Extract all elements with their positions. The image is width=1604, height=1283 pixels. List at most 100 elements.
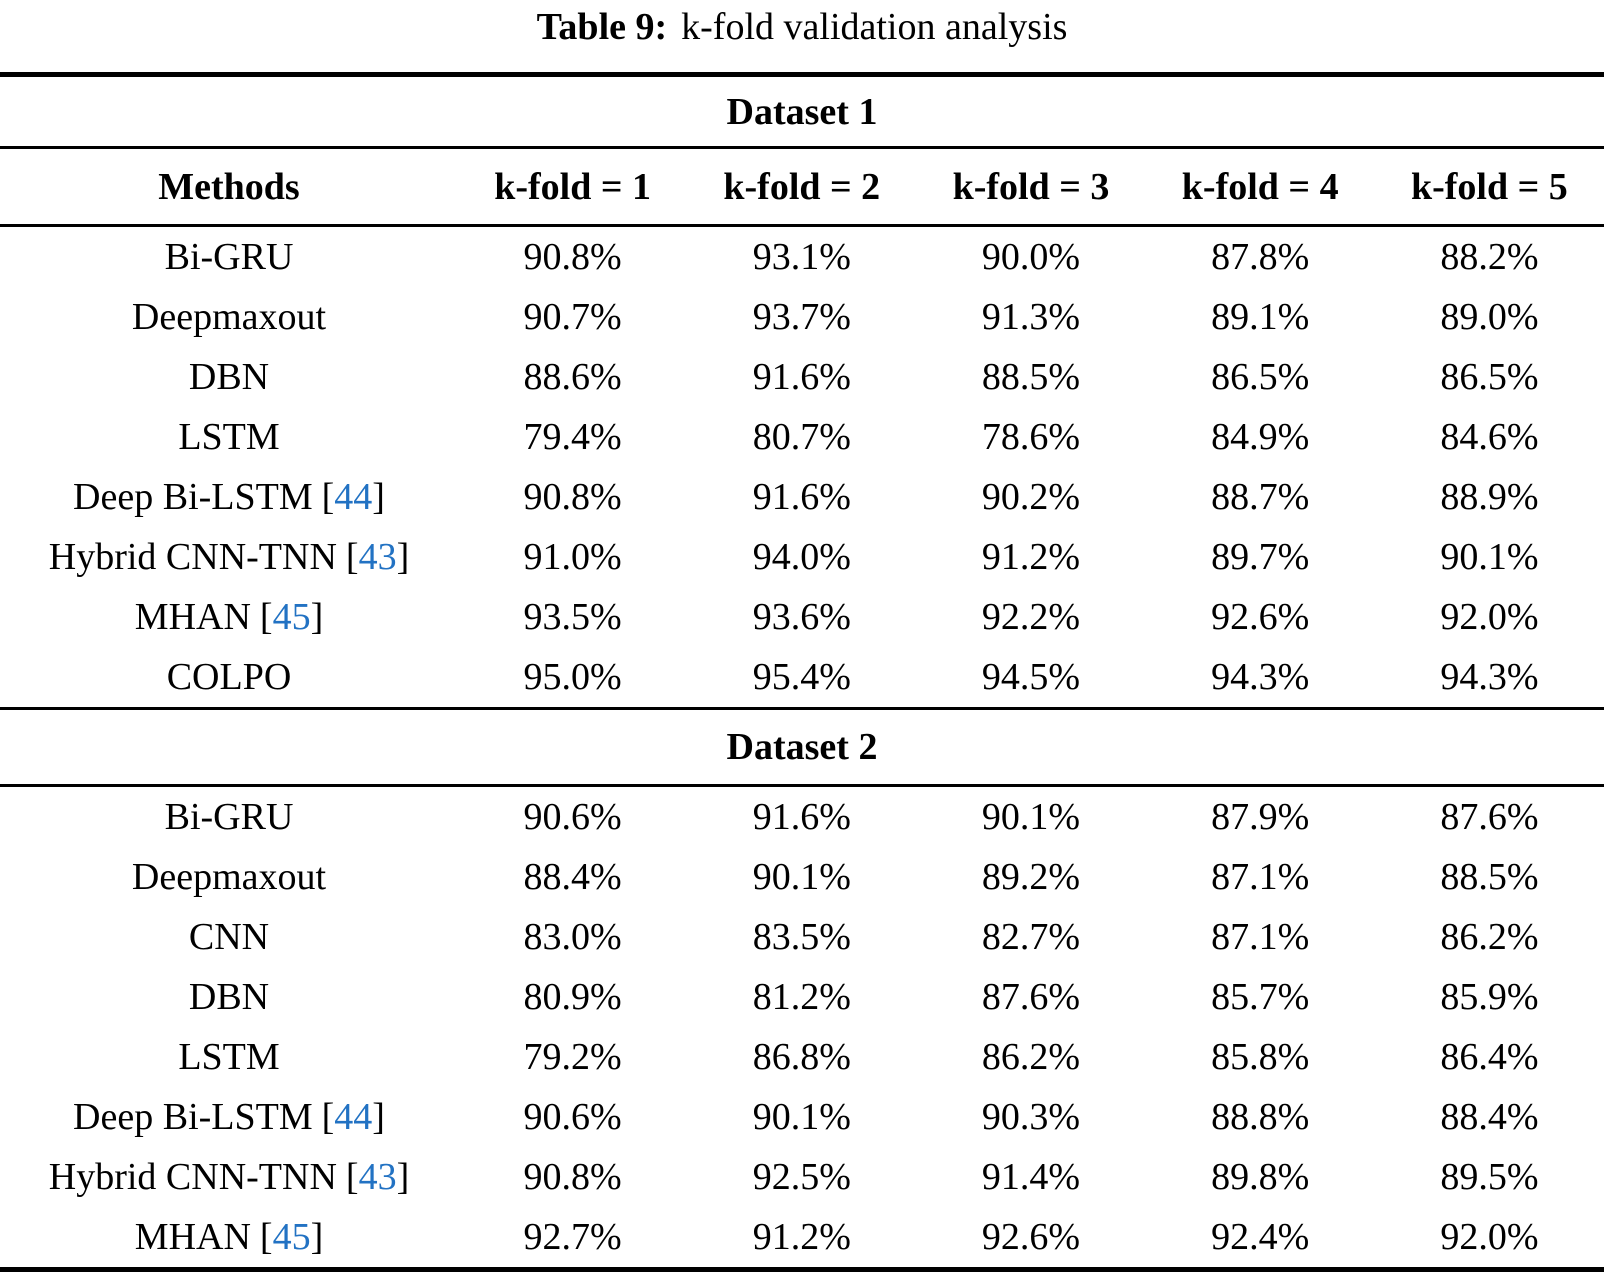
table-row: Deepmaxout 90.7% 93.7% 91.3% 89.1% 89.0% [0, 287, 1604, 347]
table-caption-text: k-fold validation analysis [681, 6, 1068, 48]
citation-number[interactable]: 44 [334, 476, 373, 518]
value-cell-kfold-3: 90.3% [981, 1096, 1081, 1138]
value-cell-kfold-2: 90.1% [752, 1096, 851, 1138]
value-cell-kfold-3: 78.6% [981, 416, 1081, 458]
method-cell: Deep Bi-LSTM [44] [0, 1087, 458, 1147]
top-rule [0, 72, 1604, 77]
method-cell: Deep Bi-LSTM [44] [0, 467, 458, 527]
value-cell-kfold-3: 91.3% [981, 296, 1081, 338]
method-cell: DBN [0, 967, 458, 1027]
value-cell-kfold-2: 94.0% [752, 536, 851, 578]
value-cell-kfold-2: 91.6% [752, 356, 851, 398]
value-cell-kfold-1: 79.4% [523, 416, 622, 458]
citation-number[interactable]: 45 [272, 1216, 311, 1258]
method-label: Bi-GRU [164, 796, 294, 838]
value-cell-kfold-2: 93.6% [752, 596, 851, 638]
method-label: DBN [188, 976, 270, 1018]
citation-link[interactable]: [43] [345, 1156, 410, 1198]
value-cell-kfold-5: 88.4% [1440, 1096, 1539, 1138]
citation-number[interactable]: 43 [358, 1156, 397, 1198]
citation-link[interactable]: [43] [345, 536, 410, 578]
method-label: Bi-GRU [164, 236, 294, 278]
method-label: Deepmaxout [131, 296, 327, 338]
method-cell: Deepmaxout [0, 287, 458, 347]
method-label: Hybrid CNN-TNN [48, 1156, 337, 1198]
value-cell-kfold-5: 89.0% [1440, 296, 1539, 338]
method-cell: Deepmaxout [0, 847, 458, 907]
citation-number[interactable]: 44 [334, 1096, 373, 1138]
value-cell-kfold-4: 87.1% [1211, 916, 1310, 958]
rule-below-header [0, 224, 1604, 227]
value-cell-kfold-1: 90.7% [523, 296, 622, 338]
column-header-row: Methods k-fold = 1 k-fold = 2 k-fold = 3 k-f… [0, 149, 1604, 224]
value-cell-kfold-5: 88.5% [1440, 856, 1539, 898]
value-cell-kfold-5: 89.5% [1440, 1156, 1539, 1198]
table-row: Hybrid CNN-TNN [43] 90.8% 92.5% 91.4% 89.8% 89… [0, 1147, 1604, 1207]
value-cell-kfold-4: 89.7% [1211, 536, 1310, 578]
value-cell-kfold-2: 83.5% [752, 916, 851, 958]
value-cell-kfold-4: 85.8% [1211, 1036, 1310, 1078]
method-cell: CNN [0, 907, 458, 967]
table-row: Bi-GRU 90.8% 93.1% 90.0% 87.8% 88.2% [0, 227, 1604, 287]
citation-link[interactable]: [45] [259, 1216, 324, 1258]
method-label: MHAN [134, 596, 251, 638]
value-cell-kfold-4: 86.5% [1211, 356, 1310, 398]
table-row: COLPO 95.0% 95.4% 94.5% 94.3% 94.3% [0, 647, 1604, 707]
value-cell-kfold-2: 95.4% [752, 656, 851, 698]
method-label: Deep Bi-LSTM [73, 1096, 313, 1138]
value-cell-kfold-4: 94.3% [1211, 656, 1310, 698]
rule-end-dataset1 [0, 707, 1604, 710]
value-cell-kfold-2: 90.1% [752, 856, 851, 898]
value-cell-kfold-4: 84.9% [1211, 416, 1310, 458]
method-label: Hybrid CNN-TNN [48, 536, 337, 578]
method-cell: Hybrid CNN-TNN [43] [0, 527, 458, 587]
value-cell-kfold-1: 90.6% [523, 1096, 622, 1138]
table-row: DBN 80.9% 81.2% 87.6% 85.7% 85.9% [0, 967, 1604, 1027]
value-cell-kfold-4: 92.4% [1211, 1216, 1310, 1258]
citation-link[interactable]: [44] [321, 476, 385, 518]
kfold-column-header-1: k-fold = 1 [494, 165, 651, 208]
value-cell-kfold-2: 93.7% [752, 296, 851, 338]
value-cell-kfold-4: 87.9% [1211, 796, 1310, 838]
table-row: Bi-GRU 90.6% 91.6% 90.1% 87.9% 87.6% [0, 787, 1604, 847]
citation-link[interactable]: [45] [259, 596, 324, 638]
method-cell: MHAN [45] [0, 1207, 458, 1267]
value-cell-kfold-3: 87.6% [981, 976, 1081, 1018]
value-cell-kfold-5: 85.9% [1440, 976, 1539, 1018]
table-row: LSTM 79.4% 80.7% 78.6% 84.9% 84.6% [0, 407, 1604, 467]
citation-link[interactable]: [44] [321, 1096, 385, 1138]
method-cell: LSTM [0, 407, 458, 467]
kfold-table: Dataset 1 Methods k-fold = 1 k-fold = 2 k-fo… [0, 77, 1604, 1272]
value-cell-kfold-5: 86.2% [1440, 916, 1539, 958]
citation-number[interactable]: 43 [358, 536, 397, 578]
value-cell-kfold-5: 86.4% [1440, 1036, 1539, 1078]
kfold-column-header-5: k-fold = 5 [1410, 165, 1568, 208]
kfold-column-header-3: k-fold = 3 [952, 165, 1110, 208]
value-cell-kfold-1: 80.9% [523, 976, 622, 1018]
value-cell-kfold-5: 88.2% [1440, 236, 1539, 278]
value-cell-kfold-3: 90.0% [981, 236, 1081, 278]
value-cell-kfold-2: 91.6% [752, 476, 851, 518]
method-cell: MHAN [45] [0, 587, 458, 647]
method-label: Deep Bi-LSTM [73, 476, 313, 518]
value-cell-kfold-4: 87.1% [1211, 856, 1310, 898]
method-cell: COLPO [0, 647, 458, 707]
value-cell-kfold-5: 90.1% [1440, 536, 1539, 578]
rule-below-dataset1-label [0, 146, 1604, 149]
value-cell-kfold-4: 92.6% [1211, 596, 1310, 638]
table-row: MHAN [45] 92.7% 91.2% 92.6% 92.4% 92.0% [0, 1207, 1604, 1267]
methods-column-header: Methods [158, 165, 300, 208]
value-cell-kfold-1: 88.6% [523, 356, 622, 398]
value-cell-kfold-1: 93.5% [523, 596, 622, 638]
value-cell-kfold-1: 83.0% [523, 916, 622, 958]
value-cell-kfold-5: 88.9% [1440, 476, 1539, 518]
bottom-rule [0, 1267, 1604, 1272]
table-row: Deep Bi-LSTM [44] 90.6% 90.1% 90.3% 88.8% 88.4… [0, 1087, 1604, 1147]
section-label-dataset-2: Dataset 2 [726, 726, 878, 768]
value-cell-kfold-2: 81.2% [752, 976, 851, 1018]
citation-number[interactable]: 45 [272, 596, 311, 638]
method-label: LSTM [178, 1036, 280, 1078]
table-row: DBN 88.6% 91.6% 88.5% 86.5% 86.5% [0, 347, 1604, 407]
method-label: COLPO [166, 656, 292, 698]
